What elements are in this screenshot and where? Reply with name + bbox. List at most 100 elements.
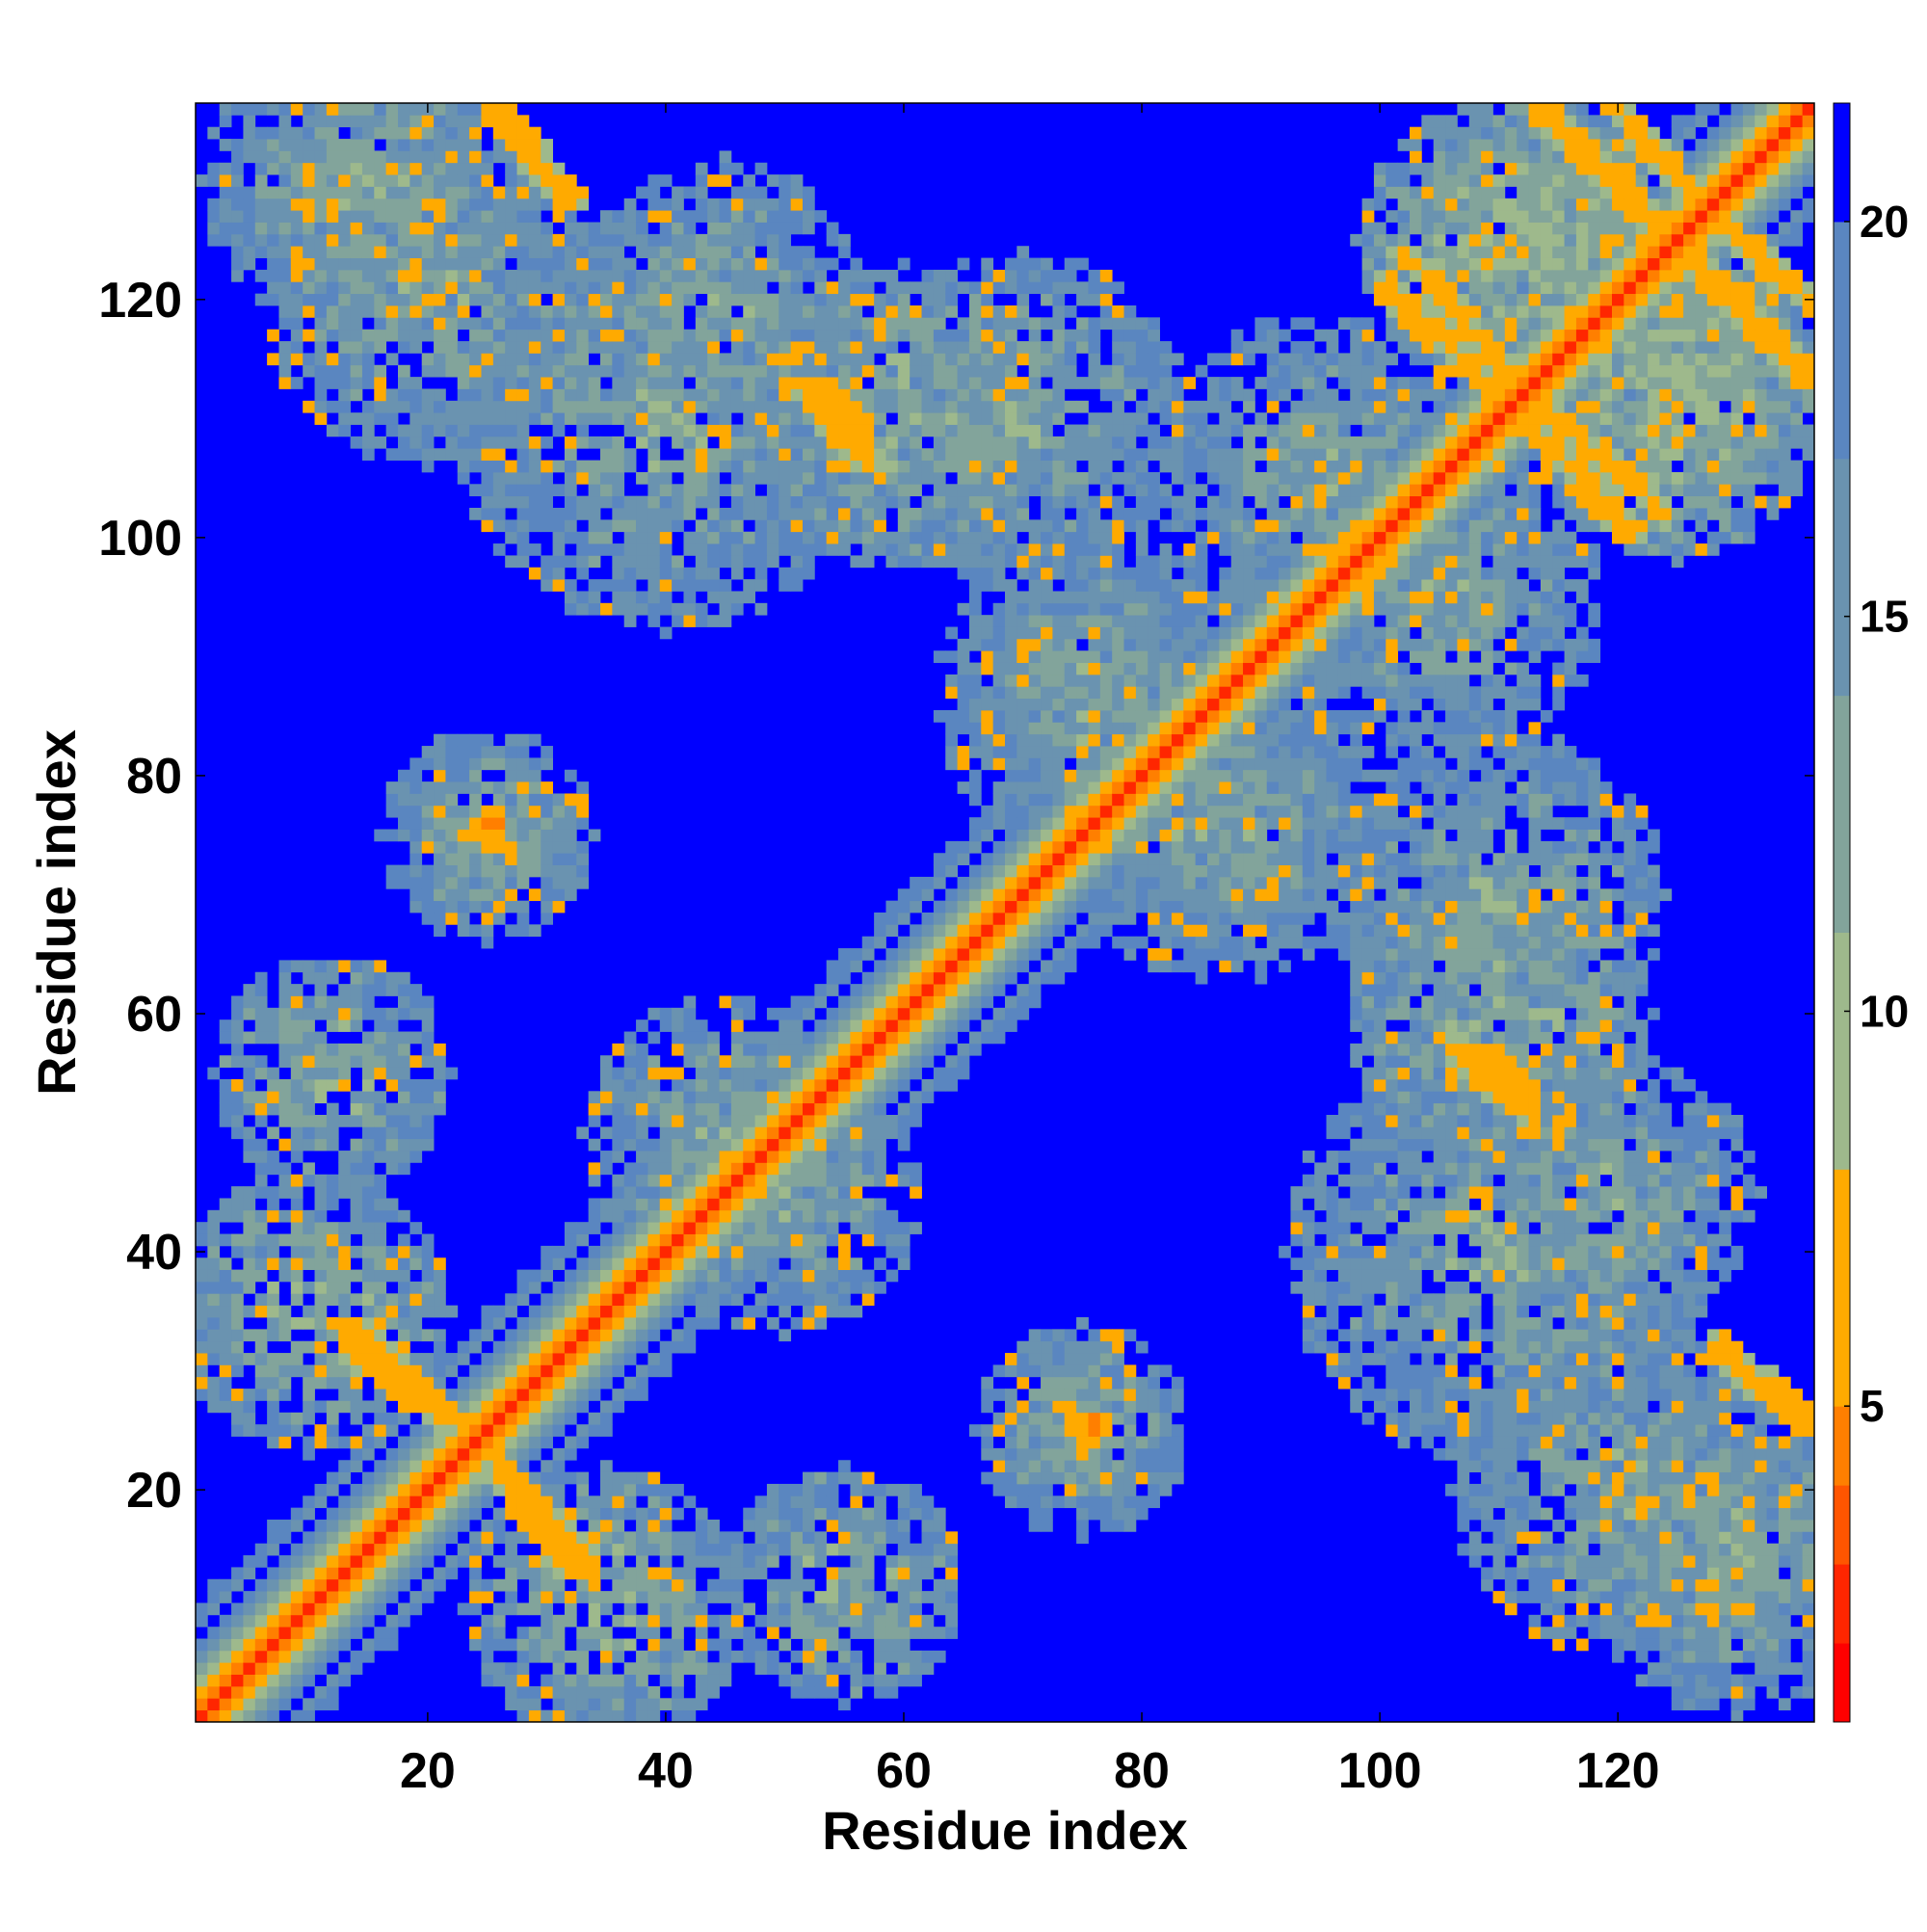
heatmap-cell bbox=[826, 1019, 839, 1032]
heatmap-cell bbox=[766, 460, 779, 473]
heatmap-cell bbox=[743, 1638, 755, 1652]
heatmap-cell bbox=[636, 1078, 648, 1092]
heatmap-cell bbox=[445, 757, 459, 771]
heatmap-cell bbox=[398, 222, 410, 235]
heatmap-cell bbox=[516, 377, 530, 389]
heatmap-cell bbox=[826, 1662, 839, 1675]
heatmap-cell bbox=[350, 1567, 363, 1580]
heatmap-cell bbox=[434, 1507, 446, 1521]
heatmap-cell bbox=[1028, 436, 1042, 449]
heatmap-cell bbox=[647, 1507, 661, 1521]
heatmap-cell bbox=[398, 174, 410, 187]
heatmap-cell bbox=[361, 1531, 375, 1545]
heatmap-cell bbox=[957, 448, 970, 461]
heatmap-cell bbox=[219, 1400, 232, 1414]
heatmap-cell bbox=[861, 1543, 875, 1556]
heatmap-cell bbox=[672, 210, 684, 223]
heatmap-cell bbox=[1041, 900, 1053, 913]
heatmap-cell bbox=[278, 126, 292, 140]
heatmap-cell bbox=[541, 1376, 553, 1389]
heatmap-cell bbox=[564, 269, 577, 282]
heatmap-cell bbox=[290, 984, 304, 996]
heatmap-cell bbox=[207, 1627, 221, 1639]
heatmap-cell bbox=[790, 412, 804, 425]
heatmap-cell bbox=[409, 817, 423, 830]
heatmap-cell bbox=[790, 1186, 804, 1199]
heatmap-cell bbox=[612, 400, 625, 413]
heatmap-cell bbox=[672, 1281, 684, 1294]
heatmap-cell bbox=[636, 1091, 648, 1104]
heatmap-cell bbox=[254, 1340, 268, 1354]
heatmap-cell bbox=[528, 400, 541, 413]
heatmap-cell bbox=[968, 1424, 982, 1437]
heatmap-cell bbox=[505, 377, 517, 389]
heatmap-cell bbox=[457, 471, 470, 485]
heatmap-cell bbox=[409, 1602, 423, 1616]
heatmap-cell bbox=[254, 1209, 268, 1223]
heatmap-cell bbox=[1005, 900, 1017, 913]
heatmap-cell bbox=[588, 436, 601, 449]
heatmap-cell bbox=[933, 543, 946, 556]
heatmap-cell bbox=[505, 1471, 517, 1485]
heatmap-cell bbox=[1028, 543, 1042, 556]
heatmap-cell bbox=[910, 400, 922, 413]
heatmap-cell bbox=[719, 1151, 732, 1163]
heatmap-cell bbox=[398, 1031, 410, 1045]
heatmap-cell bbox=[850, 1531, 863, 1545]
heatmap-cell bbox=[1016, 829, 1030, 842]
heatmap-cell bbox=[921, 281, 935, 295]
heatmap-cell bbox=[278, 1102, 292, 1116]
heatmap-cell bbox=[957, 555, 970, 569]
heatmap-cell bbox=[623, 281, 637, 295]
heatmap-cell bbox=[874, 1198, 886, 1211]
heatmap-cell bbox=[541, 246, 553, 258]
heatmap-cell bbox=[314, 960, 328, 973]
heatmap-cell bbox=[779, 1638, 792, 1652]
heatmap-cell bbox=[385, 1531, 399, 1545]
heatmap-cell bbox=[766, 1602, 779, 1616]
heatmap-cell bbox=[243, 1400, 256, 1414]
heatmap-cell bbox=[219, 1685, 232, 1699]
heatmap-cell bbox=[945, 305, 958, 318]
heatmap-cell bbox=[600, 1424, 613, 1437]
heatmap-cell bbox=[719, 424, 732, 437]
heatmap-cell bbox=[659, 471, 673, 485]
heatmap-cell bbox=[350, 222, 363, 235]
heatmap-cell bbox=[885, 1578, 899, 1592]
heatmap-cell bbox=[303, 1674, 315, 1687]
heatmap-cell bbox=[779, 341, 792, 354]
heatmap-cell bbox=[243, 1209, 256, 1223]
heatmap-cell bbox=[719, 1245, 732, 1258]
heatmap-cell bbox=[290, 1043, 304, 1056]
heatmap-cell bbox=[933, 293, 946, 306]
heatmap-cell bbox=[766, 1578, 779, 1592]
heatmap-cell bbox=[278, 210, 292, 223]
heatmap-cell bbox=[838, 1043, 851, 1056]
heatmap-cell bbox=[683, 1555, 697, 1568]
heatmap-cell bbox=[672, 1340, 684, 1354]
heatmap-cell bbox=[647, 353, 661, 366]
heatmap-cell bbox=[267, 1650, 279, 1663]
heatmap-cell bbox=[910, 555, 922, 569]
heatmap-cell bbox=[409, 1007, 423, 1020]
heatmap-cell bbox=[267, 1531, 279, 1545]
heatmap-cell bbox=[647, 1138, 661, 1151]
heatmap-cell bbox=[434, 126, 446, 140]
heatmap-cell bbox=[600, 1233, 613, 1247]
heatmap-cell bbox=[707, 591, 720, 604]
heatmap-cell bbox=[303, 1043, 315, 1056]
heatmap-cell bbox=[1041, 1436, 1053, 1449]
heatmap-cell bbox=[434, 222, 446, 235]
heatmap-cell bbox=[743, 1091, 755, 1104]
heatmap-cell bbox=[254, 1555, 268, 1568]
heatmap-cell bbox=[623, 1126, 637, 1140]
heatmap-cell bbox=[374, 1233, 387, 1247]
heatmap-cell bbox=[338, 1436, 351, 1449]
heatmap-cell bbox=[481, 388, 494, 402]
heatmap-cell bbox=[528, 757, 541, 771]
heatmap-cell bbox=[1028, 781, 1042, 794]
heatmap-cell bbox=[457, 186, 470, 199]
heatmap-cell bbox=[434, 1043, 446, 1056]
heatmap-cell bbox=[672, 1578, 684, 1592]
heatmap-cell bbox=[445, 1495, 459, 1509]
